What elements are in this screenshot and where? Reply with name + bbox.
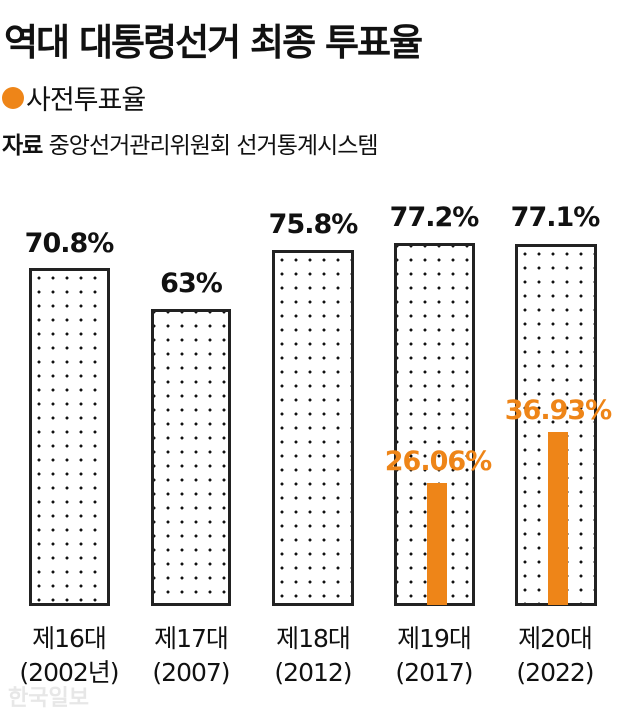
- x-axis-label: 제19대 (2017): [369, 622, 499, 690]
- x-label-term: 제20대: [518, 624, 593, 653]
- legend-dot-icon: [2, 86, 24, 109]
- x-label-year: (2002년): [19, 658, 119, 687]
- bar-total: [29, 268, 110, 606]
- x-axis-label: 제17대 (2007): [126, 622, 256, 690]
- early-value-label: 36.93%: [504, 395, 612, 426]
- source-note: 자료 중앙선거관리위원회 선거통계시스템: [2, 126, 379, 160]
- early-value-label: 26.06%: [384, 446, 492, 477]
- watermark: 한국일보: [8, 686, 89, 711]
- value-label: 75.8%: [268, 209, 359, 240]
- legend: 사전투표율: [2, 78, 146, 117]
- x-label-term: 제19대: [397, 624, 472, 653]
- bar-early-vote: [427, 483, 447, 605]
- bar-total: [394, 243, 475, 606]
- bar-total: [151, 309, 231, 606]
- bar-total: [272, 250, 354, 606]
- bar-early-vote: [548, 432, 568, 605]
- value-label: 77.1%: [510, 202, 601, 233]
- x-label-year: (2017): [395, 658, 473, 687]
- value-label: 63%: [160, 268, 223, 299]
- chart-title: 역대 대통령선거 최종 투표율: [4, 21, 423, 64]
- x-label-year: (2007): [152, 658, 230, 687]
- x-label-term: 제17대: [154, 624, 229, 653]
- legend-label: 사전투표율: [26, 85, 146, 116]
- x-label-year: (2012): [274, 658, 352, 687]
- x-label-year: (2022): [516, 658, 594, 687]
- x-axis-label: 제16대 (2002년): [4, 622, 134, 690]
- x-axis-label: 제18대 (2012): [248, 622, 378, 690]
- bar-total: [515, 244, 597, 606]
- value-label: 77.2%: [389, 202, 480, 233]
- x-label-term: 제16대: [32, 624, 107, 653]
- x-axis-label: 제20대 (2022): [490, 622, 620, 690]
- source-text: 중앙선거관리위원회 선거통계시스템: [48, 133, 379, 159]
- source-prefix: 자료: [2, 133, 43, 159]
- x-label-term: 제18대: [276, 624, 351, 653]
- value-label: 70.8%: [24, 228, 115, 259]
